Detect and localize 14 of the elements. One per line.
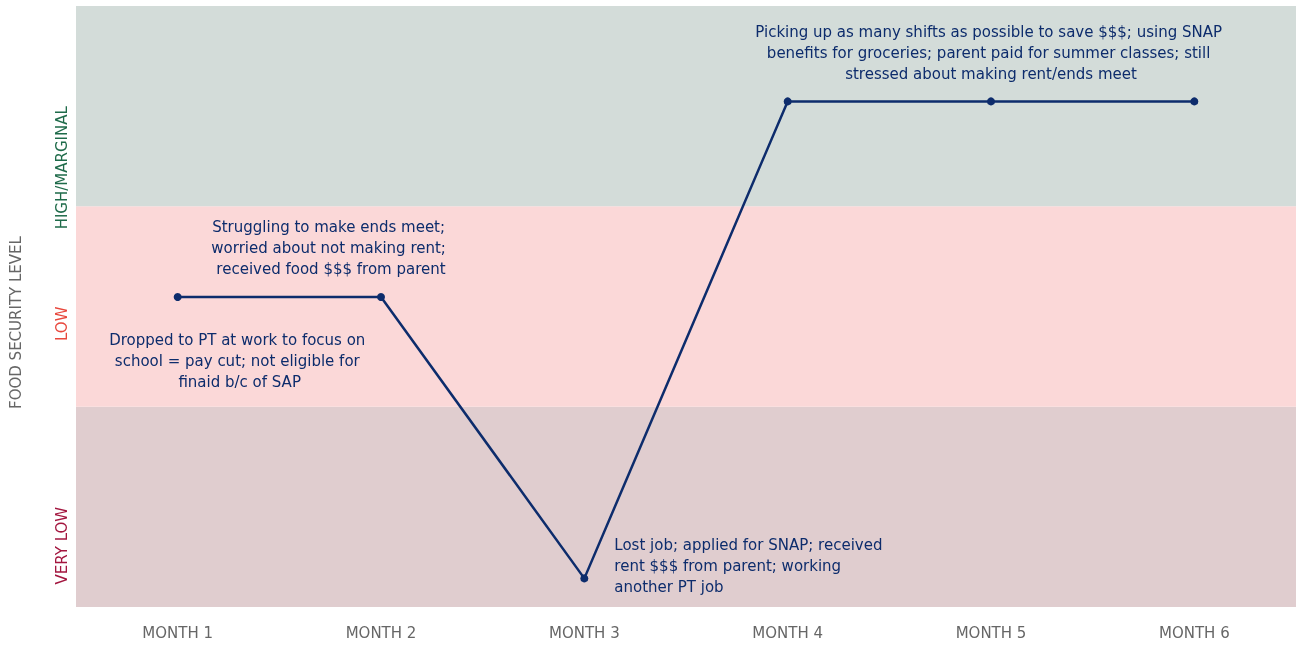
annotation: Dropped to PT at work to focus on school = pay cut; not eligible for finaid b/c of SAP [109, 331, 371, 392]
annotation: Lost job; applied for SNAP; received rent $$$ from parent; working another PT job [614, 536, 888, 597]
x-tick-label: MONTH 5 [955, 623, 1027, 642]
x-tick-label: MONTH 6 [1158, 623, 1230, 642]
annotation: Struggling to make ends meet; worried about not making rent; received food $$$ from parent [211, 218, 451, 279]
band-label: VERY LOW [53, 506, 71, 585]
band-label: LOW [53, 306, 71, 341]
x-tick-label: MONTH 1 [142, 623, 214, 642]
y-axis-title: FOOD SECURITY LEVEL [6, 235, 25, 409]
band-label: HIGH/MARGINAL [53, 105, 71, 230]
annotation: Picking up as many shifts as possible to save $$$; using SNAP benefits for groceries; parent paid for summer classes; still stressed about making rent/ends meet [755, 22, 1227, 83]
x-tick-label: MONTH 2 [345, 623, 417, 642]
x-tick-label: MONTH 3 [548, 623, 620, 642]
x-tick-label: MONTH 4 [752, 623, 824, 642]
